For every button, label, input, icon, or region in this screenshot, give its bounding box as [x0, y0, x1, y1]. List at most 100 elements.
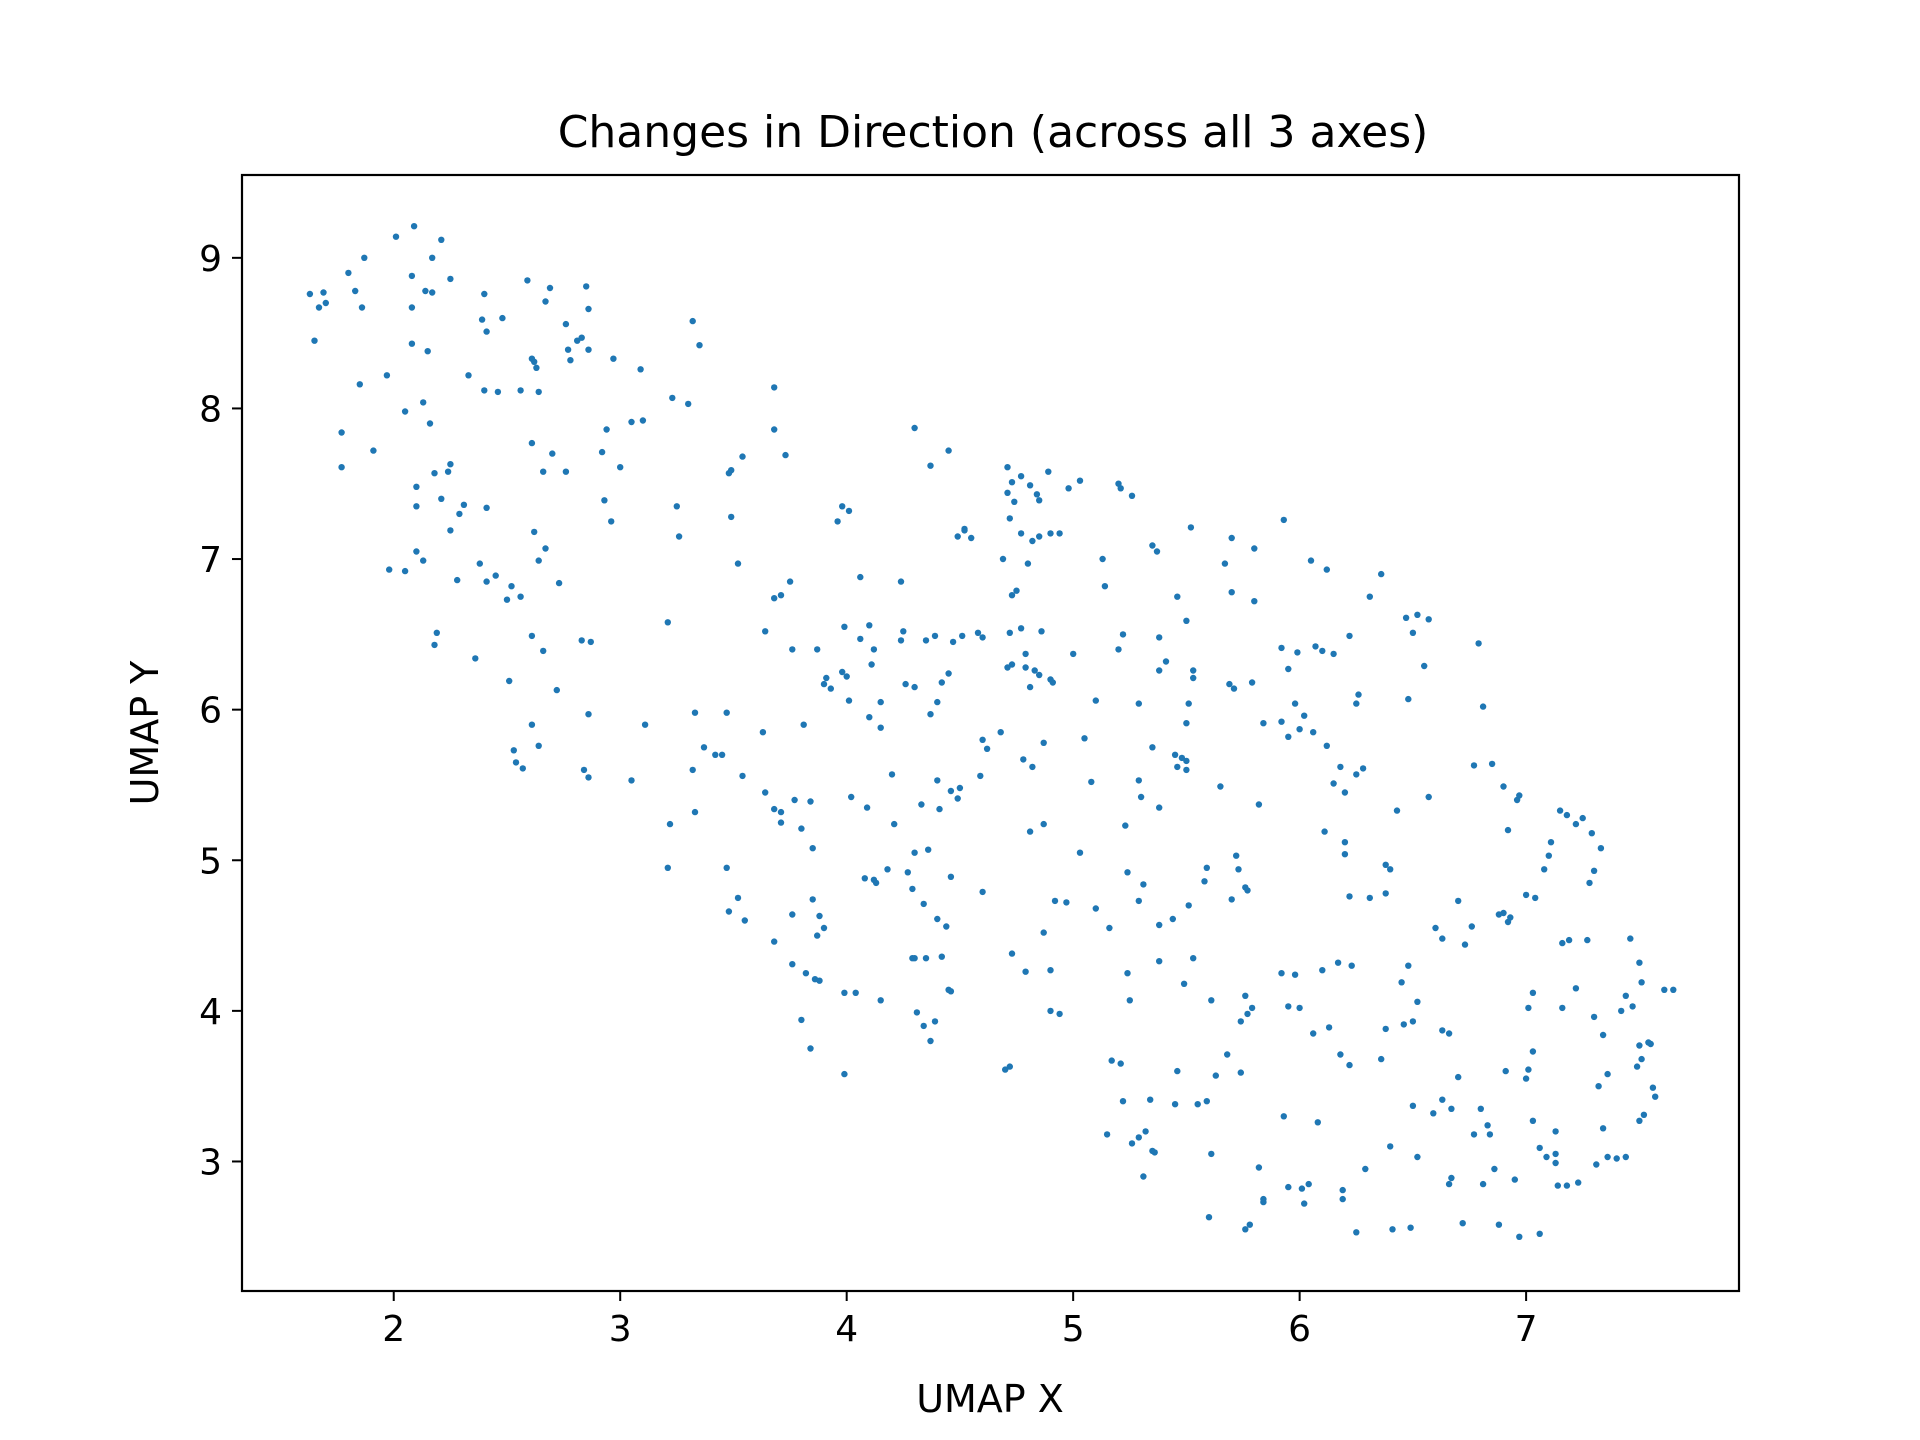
y-tick-label: 8 — [199, 389, 222, 430]
data-point — [1006, 629, 1013, 636]
data-point — [866, 714, 873, 721]
data-point — [845, 697, 853, 704]
data-point — [431, 641, 438, 649]
data-point — [857, 573, 864, 581]
data-point — [426, 420, 434, 427]
data-point — [1203, 1098, 1211, 1105]
data-point — [1301, 712, 1308, 719]
data-point — [1409, 1102, 1417, 1110]
data-point — [1378, 570, 1385, 578]
data-point — [1076, 477, 1084, 484]
data-point — [1029, 763, 1036, 771]
data-point — [918, 801, 925, 808]
data-point — [1525, 1066, 1532, 1073]
data-point — [911, 424, 918, 432]
data-point — [1366, 894, 1374, 902]
data-point — [603, 426, 610, 433]
data-point — [433, 629, 440, 636]
data-point — [1330, 650, 1337, 658]
data-point — [1291, 971, 1299, 978]
data-points — [306, 223, 1677, 1241]
data-point — [739, 453, 746, 460]
data-point — [1430, 1110, 1437, 1117]
data-point — [1405, 962, 1412, 969]
data-point — [1040, 820, 1047, 828]
data-point — [909, 885, 916, 893]
data-point — [601, 497, 608, 504]
data-point — [1590, 1013, 1598, 1021]
data-point — [454, 576, 461, 584]
data-point — [1194, 1101, 1201, 1108]
data-point — [429, 254, 436, 261]
data-point — [1278, 970, 1285, 977]
data-point — [383, 372, 391, 379]
data-point — [1092, 697, 1100, 704]
data-point — [1638, 1055, 1645, 1063]
data-point — [528, 355, 536, 362]
data-point — [1353, 1229, 1360, 1236]
data-point — [1334, 959, 1342, 966]
data-point — [911, 683, 918, 691]
data-point — [447, 275, 454, 283]
data-point — [608, 518, 615, 525]
data-point — [422, 287, 429, 295]
data-point — [460, 501, 468, 508]
data-point — [1507, 914, 1514, 921]
data-point — [728, 467, 735, 474]
data-point — [1479, 703, 1487, 710]
data-point — [562, 320, 570, 328]
data-point — [1029, 537, 1036, 545]
data-point — [1124, 869, 1131, 876]
data-point — [1008, 661, 1016, 668]
data-point — [723, 709, 730, 716]
data-point — [1008, 950, 1016, 957]
data-point — [820, 924, 828, 932]
data-point — [503, 596, 511, 603]
x-tick-label: 6 — [1288, 1309, 1311, 1350]
chart-title: Changes in Direction (across all 3 axes) — [558, 107, 1429, 158]
data-point — [1251, 598, 1258, 605]
data-point — [1432, 924, 1439, 932]
data-point — [1153, 548, 1161, 555]
data-point — [585, 346, 592, 353]
data-point — [1636, 1042, 1643, 1049]
data-point — [1652, 1093, 1659, 1100]
data-point — [438, 495, 445, 502]
data-point — [979, 634, 986, 641]
data-point — [1661, 986, 1668, 993]
data-point — [1008, 479, 1016, 486]
data-point — [1599, 1031, 1607, 1039]
data-point — [1017, 530, 1025, 537]
data-point — [816, 977, 823, 984]
data-point — [927, 462, 934, 469]
data-point — [1056, 530, 1063, 537]
data-point — [524, 277, 531, 284]
data-point — [1636, 959, 1643, 966]
data-point — [1319, 647, 1326, 655]
data-point — [685, 400, 692, 408]
data-point — [1151, 1149, 1158, 1156]
y-tick-label: 3 — [199, 1142, 222, 1183]
data-point — [508, 583, 515, 590]
data-point — [1545, 852, 1553, 859]
data-point — [528, 439, 536, 447]
data-point — [1185, 902, 1192, 909]
data-point — [739, 772, 746, 780]
data-point — [823, 674, 830, 682]
data-point — [1185, 700, 1192, 707]
data-point — [1246, 1221, 1254, 1228]
data-point — [429, 289, 436, 296]
data-point — [476, 560, 483, 567]
data-point — [1156, 958, 1163, 965]
data-point — [413, 503, 420, 510]
data-point — [1296, 726, 1303, 733]
data-point — [979, 736, 986, 743]
data-point — [762, 628, 769, 635]
data-point — [1280, 1113, 1288, 1120]
data-point — [1593, 1161, 1600, 1168]
data-point — [1036, 671, 1043, 679]
data-point — [1310, 729, 1317, 736]
data-point — [1402, 614, 1410, 621]
data-point — [1584, 936, 1591, 944]
